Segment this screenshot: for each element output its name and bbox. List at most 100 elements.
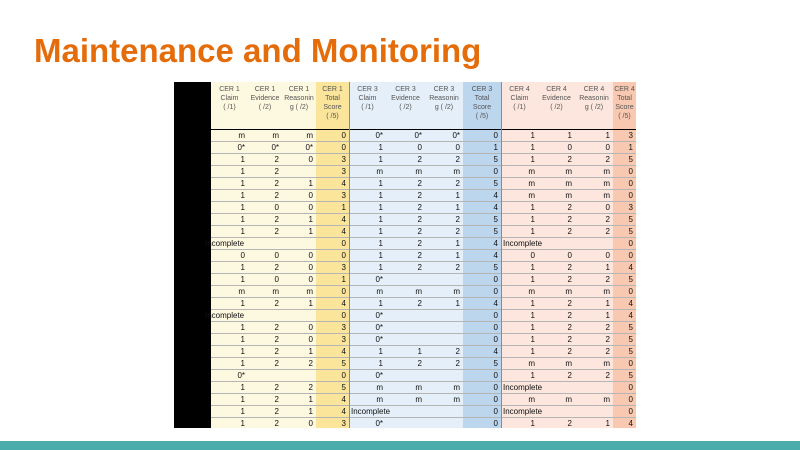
table-cell: 1 xyxy=(349,154,386,166)
table-cell: m xyxy=(282,130,316,142)
table-cell: 5 xyxy=(613,370,636,382)
table-cell: 1 xyxy=(211,166,248,178)
table-cell: 0 xyxy=(463,418,501,428)
table-cell: 1 xyxy=(211,394,248,406)
table-cell: m xyxy=(349,166,386,178)
table-cell: 1 xyxy=(501,310,538,322)
table-cell: 5 xyxy=(613,322,636,334)
table-cell: 2 xyxy=(248,322,282,334)
table-cell: 2 xyxy=(538,298,575,310)
table-cell: 1 xyxy=(349,202,386,214)
table-cell: 2 xyxy=(248,154,282,166)
column-header-line: Evidence xyxy=(391,95,420,102)
table-cell xyxy=(425,310,463,322)
column-header-line: g ( /2) xyxy=(584,104,604,111)
table-cell: 2 xyxy=(575,346,613,358)
table-cell: 0 xyxy=(282,274,316,286)
table-cell: 2 xyxy=(575,322,613,334)
table-cell: 1 xyxy=(501,226,538,238)
table-cell: 2 xyxy=(575,226,613,238)
column-header-line: CER 3 xyxy=(433,86,455,93)
table-cell: m xyxy=(425,382,463,394)
table-cell: 0 xyxy=(613,190,636,202)
group-separator xyxy=(349,82,350,428)
table-cell: 2 xyxy=(248,226,282,238)
table-cell: 1 xyxy=(425,190,463,202)
table-cell: 1 xyxy=(211,214,248,226)
column-header-line: Evidence xyxy=(250,95,280,102)
column-4: CER 1 Total Score( /5) 0 0 3 3 4 3 1 4 4 0 0 3 1 0 4 0 3 3 4 5… xyxy=(316,82,349,428)
table-cell: 5 xyxy=(613,154,636,166)
table-cell xyxy=(386,274,425,286)
table-cell: 1 xyxy=(211,358,248,370)
table-cell: 1 xyxy=(501,298,538,310)
table-cell: m xyxy=(538,394,575,406)
table-cell xyxy=(386,310,425,322)
column-header-line: ( /5) xyxy=(475,113,489,120)
table-cell xyxy=(425,418,463,428)
table-cell: 2 xyxy=(248,190,282,202)
table-cell: 5 xyxy=(463,154,501,166)
table-cell: m xyxy=(425,286,463,298)
table-cell xyxy=(425,274,463,286)
table-cell: 2 xyxy=(575,370,613,382)
table-cell: m xyxy=(211,130,248,142)
table-cell: 0* xyxy=(349,130,386,142)
table-cell: 3 xyxy=(316,190,349,202)
table-cell xyxy=(575,238,613,250)
column-header-line: Total xyxy=(474,95,490,102)
table-cell: 1 xyxy=(211,274,248,286)
table-cell: 0 xyxy=(538,142,575,154)
table-cell: 1 xyxy=(575,418,613,428)
column-header-line: ( /1) xyxy=(223,104,236,111)
table-cell: 0 xyxy=(538,250,575,262)
table-cell xyxy=(538,382,575,394)
incomplete-label: Incomplete xyxy=(205,239,245,248)
table-cell: 1 xyxy=(211,382,248,394)
column-header: CER 3 Claim ( /1) xyxy=(349,82,386,130)
table-cell: 2 xyxy=(282,358,316,370)
table-cell: 2 xyxy=(248,214,282,226)
table-cell: 5 xyxy=(613,214,636,226)
table-cell: 2 xyxy=(248,178,282,190)
table-cell: 2 xyxy=(575,274,613,286)
incomplete-label: Incomplete xyxy=(503,383,543,392)
table-cell: 1 xyxy=(282,226,316,238)
table-cell: m xyxy=(538,190,575,202)
table-cell: 5 xyxy=(613,274,636,286)
table-cell: 1 xyxy=(349,262,386,274)
table-cell: 0 xyxy=(463,286,501,298)
table-cell: 0 xyxy=(463,322,501,334)
column-header-line: ( /2) xyxy=(399,104,412,111)
table-cell: 0 xyxy=(575,142,613,154)
column-8: CER 3 Total Score( /5) 0 1 5 0 5 4 4 5 5 4 4 5 0 0 4 0 0 0 4 5… xyxy=(463,82,501,428)
column-header: CER 1 Claim ( /1) xyxy=(211,82,248,130)
table-cell: 1 xyxy=(211,202,248,214)
table-cell: 1 xyxy=(501,370,538,382)
table-cell: 0* xyxy=(349,334,386,346)
table-cell: 0* xyxy=(349,370,386,382)
column-1: CER 1 Claim( /1) m 0* 1 1 1 1 1 1 1 0 1 1 m 1 1 1 1 1 0* 1 1 1 1 xyxy=(211,82,248,428)
column-header: CER 4 Total Score ( /5) xyxy=(613,82,636,130)
column-header: CER 3 Reasonin g ( /2) xyxy=(425,82,463,130)
table-cell: 1 xyxy=(425,298,463,310)
table-cell: 2 xyxy=(425,214,463,226)
table-cell: m xyxy=(349,382,386,394)
table-cell: 2 xyxy=(386,190,425,202)
table-cell: 0 xyxy=(282,418,316,428)
table-cell xyxy=(501,382,538,394)
table-cell: 4 xyxy=(316,178,349,190)
table-cell xyxy=(425,334,463,346)
table-cell xyxy=(575,382,613,394)
table-cell: 2 xyxy=(538,214,575,226)
table-cell: 0 xyxy=(613,166,636,178)
table-cell: 2 xyxy=(386,226,425,238)
table-cell: 1 xyxy=(349,346,386,358)
table-cell: 2 xyxy=(248,346,282,358)
table-cell xyxy=(386,418,425,428)
table-cell: m xyxy=(501,286,538,298)
column-header-line: g ( /2) xyxy=(289,104,309,111)
table-cell: m xyxy=(425,166,463,178)
table-cell: m xyxy=(575,358,613,370)
footer-bar xyxy=(0,441,800,450)
